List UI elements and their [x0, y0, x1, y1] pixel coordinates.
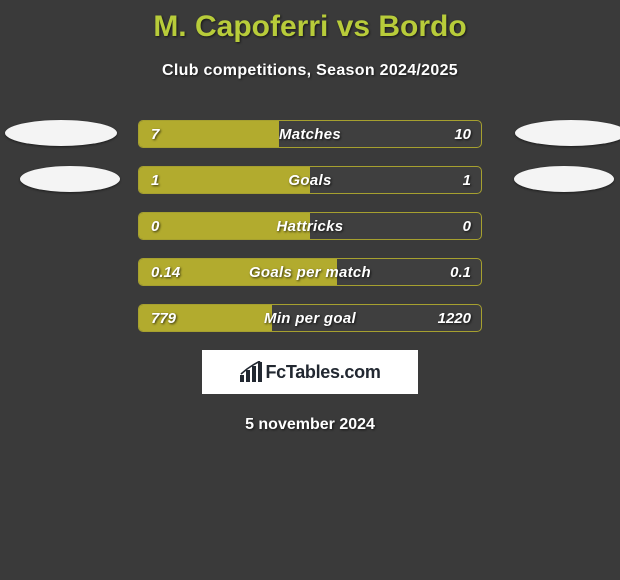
player-marker: [20, 166, 120, 192]
player-marker: [515, 120, 620, 146]
stat-row: 7791220Min per goal: [138, 304, 482, 332]
stat-row: 710Matches: [138, 120, 482, 148]
logo-box: FcTables.com: [202, 350, 418, 394]
bar-chart-icon: [239, 361, 263, 383]
stat-label: Matches: [139, 121, 481, 147]
subtitle: Club competitions, Season 2024/2025: [0, 62, 620, 80]
stat-label: Hattricks: [139, 213, 481, 239]
player-marker: [5, 120, 117, 146]
player-marker: [514, 166, 614, 192]
stat-row: 11Goals: [138, 166, 482, 194]
logo-text: FcTables.com: [265, 362, 380, 383]
stat-label: Min per goal: [139, 305, 481, 331]
stat-label: Goals per match: [139, 259, 481, 285]
comparison-chart: 710Matches 11Goals 00Hattricks 0.140.1Goals…: [0, 120, 620, 332]
page-title: M. Capoferri vs Bordo: [0, 0, 620, 44]
date: 5 november 2024: [0, 416, 620, 434]
stat-row: 0.140.1Goals per match: [138, 258, 482, 286]
stat-row: 00Hattricks: [138, 212, 482, 240]
stat-label: Goals: [139, 167, 481, 193]
